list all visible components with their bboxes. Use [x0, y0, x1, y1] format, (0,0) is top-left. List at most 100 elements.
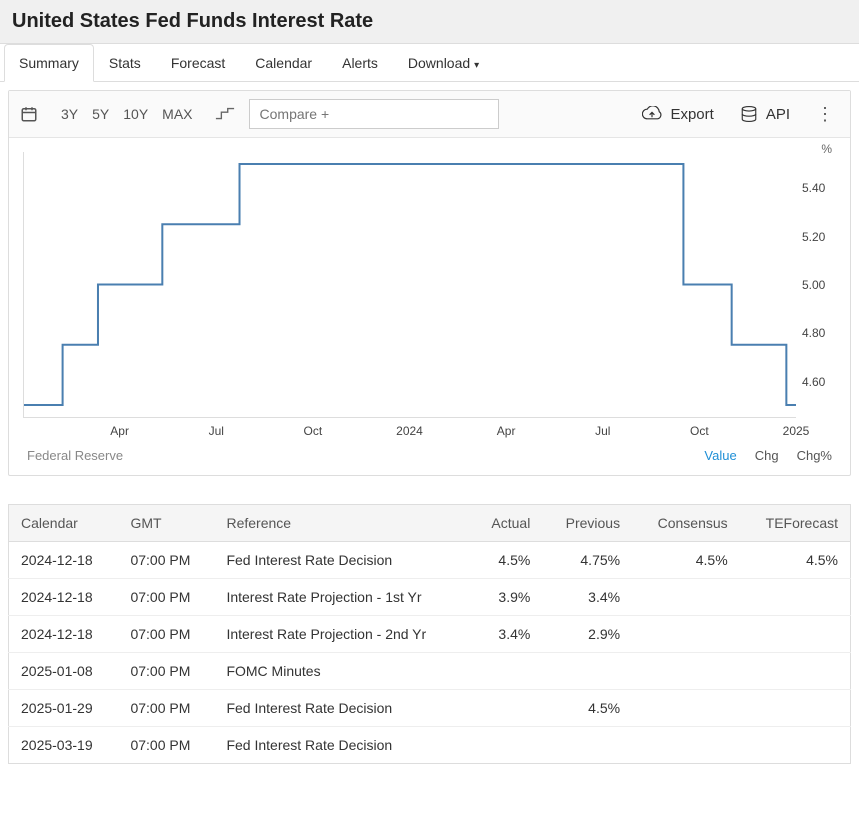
table-cell: 4.5%	[470, 542, 542, 579]
y-tick-label: 5.40	[802, 181, 825, 195]
header-bar: United States Fed Funds Interest Rate	[0, 0, 859, 44]
calendar-table: CalendarGMTReferenceActualPreviousConsen…	[8, 504, 851, 764]
table-row[interactable]: 2024-12-1807:00 PMInterest Rate Projecti…	[9, 616, 851, 653]
table-cell: 3.4%	[542, 579, 632, 616]
y-tick-label: 4.80	[802, 326, 825, 340]
table-cell	[470, 727, 542, 764]
y-tick-label: 4.60	[802, 375, 825, 389]
table-row[interactable]: 2024-12-1807:00 PMInterest Rate Projecti…	[9, 579, 851, 616]
table-cell: 4.5%	[632, 542, 740, 579]
table-cell: 2024-12-18	[9, 616, 119, 653]
table-cell	[542, 653, 632, 690]
table-cell: 4.5%	[542, 690, 632, 727]
table-cell: Fed Interest Rate Decision	[214, 542, 470, 579]
chart-line	[24, 164, 796, 405]
table-cell: 07:00 PM	[118, 690, 214, 727]
compare-input[interactable]	[249, 99, 499, 129]
chart-card: 3Y5Y10YMAX Export API ⋮ % 4.604.805.005.…	[8, 90, 851, 476]
tab-summary[interactable]: Summary	[4, 44, 94, 82]
chart-source: Federal Reserve	[27, 448, 123, 463]
table-cell	[632, 690, 740, 727]
x-tick-label: Jul	[595, 424, 610, 438]
table-cell	[632, 727, 740, 764]
col-header: Consensus	[632, 505, 740, 542]
range-10y[interactable]: 10Y	[123, 106, 148, 122]
x-tick-label: Oct	[690, 424, 709, 438]
table-cell: Interest Rate Projection - 2nd Yr	[214, 616, 470, 653]
plot-area[interactable]	[23, 152, 796, 418]
col-header: TEForecast	[740, 505, 851, 542]
col-header: Previous	[542, 505, 632, 542]
table-cell: 2024-12-18	[9, 542, 119, 579]
calendar-icon[interactable]	[19, 104, 39, 124]
table-cell	[470, 653, 542, 690]
table-cell	[740, 690, 851, 727]
x-axis-labels: AprJulOct2024AprJulOct2025	[23, 424, 796, 440]
y-tick-label: 5.00	[802, 278, 825, 292]
table-cell: 2.9%	[542, 616, 632, 653]
y-axis-labels: 4.604.805.005.205.40	[796, 152, 836, 418]
table-row[interactable]: 2025-01-2907:00 PMFed Interest Rate Deci…	[9, 690, 851, 727]
tabs-container: SummaryStatsForecastCalendarAlertsDownlo…	[0, 44, 859, 82]
tab-forecast[interactable]: Forecast	[156, 44, 240, 81]
table-cell	[470, 690, 542, 727]
table-cell: 07:00 PM	[118, 579, 214, 616]
table-cell: 07:00 PM	[118, 542, 214, 579]
table-cell: 07:00 PM	[118, 653, 214, 690]
footer-link-value[interactable]: Value	[704, 448, 736, 463]
table-cell: 07:00 PM	[118, 616, 214, 653]
export-button[interactable]: Export	[636, 102, 719, 127]
api-button[interactable]: API	[734, 101, 796, 127]
table-row[interactable]: 2025-03-1907:00 PMFed Interest Rate Deci…	[9, 727, 851, 764]
col-header: GMT	[118, 505, 214, 542]
table-row[interactable]: 2025-01-0807:00 PMFOMC Minutes	[9, 653, 851, 690]
chart-body: % 4.604.805.005.205.40 AprJulOct2024AprJ…	[9, 138, 850, 475]
table-cell	[740, 653, 851, 690]
export-label: Export	[670, 106, 713, 123]
table-cell	[740, 727, 851, 764]
footer-link-chg[interactable]: Chg%	[797, 448, 832, 463]
x-tick-label: Apr	[110, 424, 129, 438]
table-cell: 3.9%	[470, 579, 542, 616]
more-menu-icon[interactable]: ⋮	[810, 104, 840, 125]
range-3y[interactable]: 3Y	[61, 106, 78, 122]
col-header: Calendar	[9, 505, 119, 542]
table-cell: 2025-03-19	[9, 727, 119, 764]
x-tick-label: Oct	[304, 424, 323, 438]
table-cell: Fed Interest Rate Decision	[214, 727, 470, 764]
x-tick-label: Apr	[497, 424, 516, 438]
table-cell: 2025-01-29	[9, 690, 119, 727]
table-cell	[542, 727, 632, 764]
tab-calendar[interactable]: Calendar	[240, 44, 327, 81]
range-max[interactable]: MAX	[162, 106, 192, 122]
x-tick-label: 2025	[783, 424, 810, 438]
page-title: United States Fed Funds Interest Rate	[12, 10, 847, 33]
tab-alerts[interactable]: Alerts	[327, 44, 393, 81]
api-label: API	[766, 106, 790, 123]
table-row[interactable]: 2024-12-1807:00 PMFed Interest Rate Deci…	[9, 542, 851, 579]
step-line-icon[interactable]	[215, 104, 235, 124]
chart-toolbar: 3Y 5Y 10Y MAX Export API ⋮	[9, 91, 850, 138]
chart-footer: Federal Reserve Value Chg Chg%	[23, 440, 836, 465]
col-header: Actual	[470, 505, 542, 542]
table-cell	[632, 616, 740, 653]
range-5y[interactable]: 5Y	[92, 106, 109, 122]
table-cell: 2025-01-08	[9, 653, 119, 690]
table-cell: 2024-12-18	[9, 579, 119, 616]
table-cell: Fed Interest Rate Decision	[214, 690, 470, 727]
x-tick-label: 2024	[396, 424, 423, 438]
table-cell: Interest Rate Projection - 1st Yr	[214, 579, 470, 616]
table-cell: FOMC Minutes	[214, 653, 470, 690]
table-cell: 4.75%	[542, 542, 632, 579]
table-cell: 3.4%	[470, 616, 542, 653]
range-buttons: 3Y 5Y 10Y MAX	[61, 106, 193, 122]
tab-stats[interactable]: Stats	[94, 44, 156, 81]
table-cell	[740, 579, 851, 616]
col-header: Reference	[214, 505, 470, 542]
footer-link-chg[interactable]: Chg	[755, 448, 779, 463]
table-cell	[740, 616, 851, 653]
table-cell	[632, 653, 740, 690]
table-cell: 07:00 PM	[118, 727, 214, 764]
tab-download[interactable]: Download▾	[393, 44, 494, 81]
table-header-row: CalendarGMTReferenceActualPreviousConsen…	[9, 505, 851, 542]
